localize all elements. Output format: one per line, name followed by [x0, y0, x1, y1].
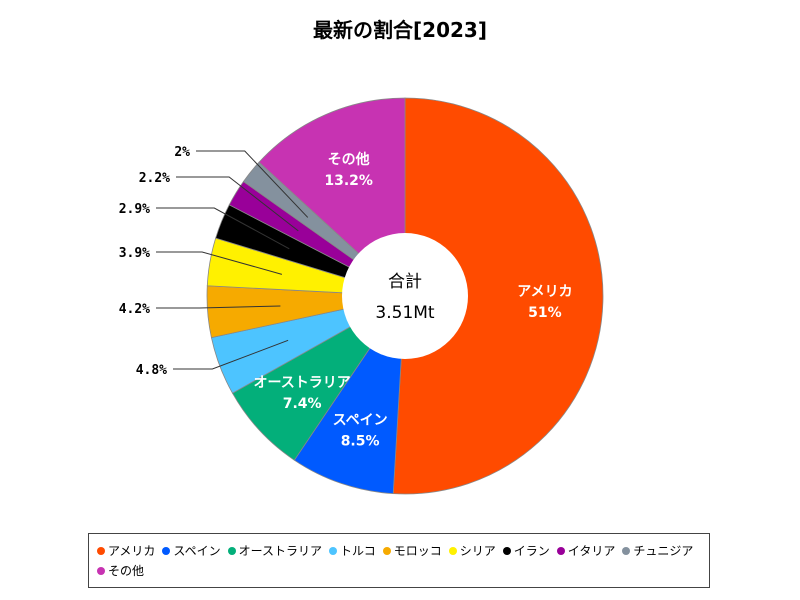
leader-lines [156, 150, 309, 370]
legend-item-3: オーストラリア [227, 541, 322, 561]
slice-value-label-1: 51% [528, 305, 562, 321]
legend-item-9: チュニジア [622, 541, 693, 561]
slice-value-label-4: 4.8% [136, 363, 167, 378]
legend-item-4: トルコ [328, 541, 376, 561]
leader-line-6 [156, 251, 283, 275]
slice-value-label-3: 7.4% [283, 396, 322, 412]
slice-value-label-8: 2.2% [139, 171, 170, 186]
leader-line-4 [173, 339, 289, 370]
slice-name-label-10: その他 [328, 151, 370, 168]
donut-hole [342, 233, 468, 359]
legend-item-2: スペイン [162, 541, 221, 561]
legend-label: その他 [108, 564, 145, 578]
chart-title: 最新の割合[2023] [313, 18, 487, 42]
center-label: 合計 [388, 272, 422, 292]
legend-label: オーストラリア [238, 544, 322, 558]
leader-line-8 [176, 176, 299, 232]
legend-swatch-icon [502, 547, 511, 555]
legend-swatch-icon [227, 547, 236, 555]
legend-item-7: イラン [502, 541, 550, 561]
slice-name-label-1: アメリカ [517, 284, 572, 300]
legend-swatch-icon [382, 547, 391, 555]
legend-label: モロッコ [393, 544, 442, 558]
legend-swatch-icon [328, 547, 337, 555]
slice-value-label-5: 4.2% [119, 302, 150, 317]
slice-name-label-3: オーストラリア [253, 375, 350, 391]
legend-swatch-icon [448, 547, 457, 555]
legend-item-6: シリア [448, 541, 496, 561]
chart-legend: アメリカ スペイン オーストラリア トルコ モロッコ シリア イラン イタリア チュニジアその他 [88, 533, 710, 588]
slice-labels: アメリカ 51% スペイン 8.5% オーストラリア 7.4% 4.8% 4.2% 3.9% 2.… [119, 145, 573, 450]
legend-swatch-icon [556, 547, 565, 555]
slice-value-label-2: 8.5% [341, 434, 380, 450]
pie-chart: アメリカ 51% スペイン 8.5% オーストラリア 7.4% 4.8% 4.2% 3.9% 2.… [119, 97, 604, 495]
legend-swatch-icon [97, 547, 105, 555]
center-value: 3.51Mt [375, 303, 435, 323]
legend-item-5: モロッコ [382, 541, 442, 561]
legend-swatch-icon [162, 547, 171, 555]
legend-label: イタリア [567, 544, 616, 558]
legend-label: アメリカ [108, 544, 156, 558]
slice-value-label-9: 2% [174, 145, 190, 160]
legend-swatch-icon [97, 567, 105, 575]
legend-label: トルコ [339, 544, 376, 558]
leader-line-9 [196, 150, 309, 218]
pie-slice-1 [392, 97, 604, 495]
legend-label: イラン [513, 544, 550, 558]
legend-label: シリア [459, 544, 496, 558]
legend-label: チュニジア [633, 544, 694, 558]
slice-value-label-10: 13.2% [324, 173, 373, 189]
slice-name-label-2: スペイン [333, 413, 388, 429]
legend-item-8: イタリア [556, 541, 616, 561]
legend-swatch-icon [622, 547, 631, 555]
leader-line-7 [156, 207, 290, 250]
legend-item-10: その他 [97, 561, 144, 581]
slice-value-label-7: 2.9% [119, 202, 150, 217]
leader-line-5 [156, 305, 281, 309]
legend-label: スペイン [173, 544, 221, 558]
slice-value-label-6: 3.9% [119, 246, 150, 261]
legend-item-1: アメリカ [97, 541, 155, 561]
